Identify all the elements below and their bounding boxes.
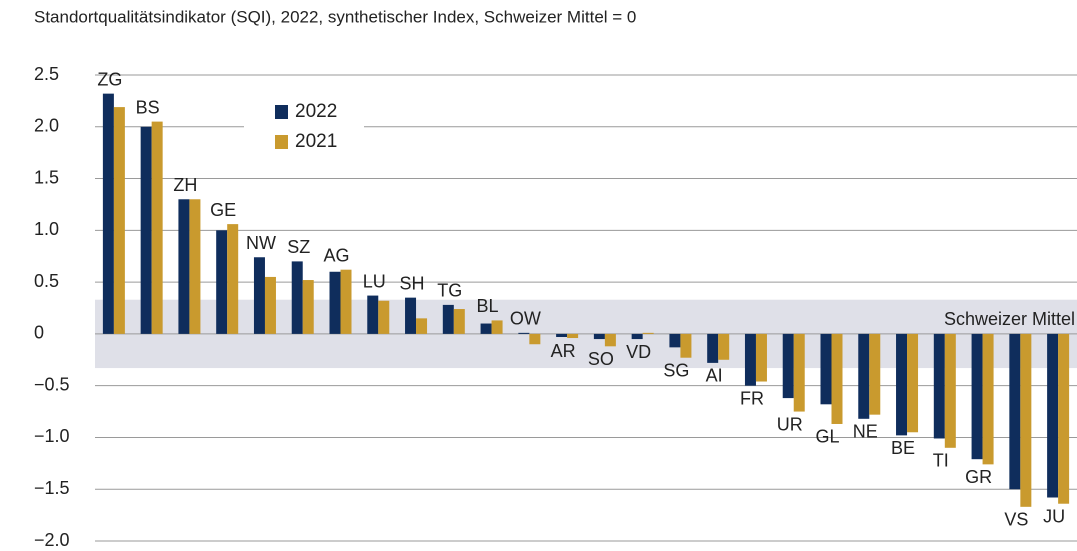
bar: [442, 304, 454, 334]
bar: [556, 333, 568, 337]
y-tick-label: −2.0: [34, 530, 70, 550]
category-label: SG: [663, 360, 689, 380]
category-label: FR: [740, 388, 764, 408]
bar: [831, 333, 843, 424]
bar: [907, 333, 919, 433]
bar: [151, 121, 163, 334]
bar: [669, 333, 681, 348]
bar: [933, 333, 945, 439]
bar: [140, 126, 152, 334]
bar: [1020, 333, 1032, 507]
bar: [518, 332, 530, 334]
bar: [302, 280, 314, 334]
mean-label: Schweizer Mittel: [944, 309, 1075, 329]
bar: [1058, 333, 1070, 504]
category-label: JU: [1043, 506, 1065, 526]
category-label: BE: [891, 438, 915, 458]
y-tick-label: 1.5: [34, 167, 59, 187]
category-label: GL: [815, 427, 839, 447]
bar: [782, 333, 794, 399]
bar: [113, 107, 125, 334]
category-label: UR: [777, 414, 803, 434]
bar: [604, 333, 616, 347]
legend-swatch: [275, 135, 288, 149]
category-label: VD: [626, 342, 651, 362]
bar: [480, 323, 492, 334]
category-label: BS: [136, 97, 160, 117]
category-label: NE: [853, 422, 878, 442]
bar: [329, 271, 341, 334]
bar: [744, 333, 756, 386]
bar: [178, 199, 190, 334]
y-tick-label: 1.0: [34, 219, 59, 239]
bar: [453, 309, 465, 334]
bar: [102, 93, 114, 334]
bar: [340, 269, 352, 334]
bar: [291, 261, 303, 334]
bar: [858, 333, 870, 419]
y-tick-label: −0.5: [34, 374, 70, 394]
y-tick-label: 2.5: [34, 64, 59, 84]
category-label: TG: [437, 281, 462, 301]
category-label: AR: [551, 341, 576, 361]
y-tick-label: 2.0: [34, 116, 59, 136]
category-label: ZG: [97, 69, 122, 89]
bar: [593, 333, 605, 340]
y-tick-label: −1.0: [34, 426, 70, 446]
category-label: LU: [363, 271, 386, 291]
bar: [405, 297, 417, 334]
bar: [755, 333, 767, 382]
bar: [896, 333, 908, 436]
category-label: SO: [588, 349, 614, 369]
bar: [1009, 333, 1021, 490]
chart-title: Standortqualitätsindikator (SQI), 2022, …: [34, 7, 636, 26]
bar: [264, 276, 276, 334]
bar: [944, 333, 956, 448]
category-label: VS: [1004, 510, 1028, 530]
y-tick-label: 0.5: [34, 271, 59, 291]
bar: [1047, 333, 1059, 498]
category-label: OW: [510, 309, 541, 329]
category-label: NW: [246, 233, 276, 253]
bar: [227, 224, 239, 334]
bar: [793, 333, 805, 412]
bar: [680, 333, 692, 358]
bar: [982, 333, 994, 465]
category-label: TI: [933, 451, 949, 471]
legend-label: 2022: [295, 101, 337, 122]
legend-swatch: [275, 105, 288, 119]
bar: [631, 333, 643, 340]
category-label: GE: [210, 200, 236, 220]
bar: [253, 257, 265, 334]
category-label: SZ: [287, 237, 310, 257]
bar: [707, 333, 719, 363]
legend-label: 2021: [295, 131, 337, 152]
bar: [642, 332, 654, 334]
category-label: BL: [477, 296, 499, 316]
bar: [416, 318, 428, 334]
bar: [189, 199, 201, 334]
bar: [216, 230, 228, 334]
bar: [367, 295, 379, 334]
y-tick-label: −1.5: [34, 478, 70, 498]
category-label: ZH: [173, 175, 197, 195]
category-label: SH: [400, 273, 425, 293]
category-label: AG: [323, 245, 349, 265]
bar: [971, 333, 983, 460]
bar: [491, 320, 503, 334]
bar: [718, 333, 730, 360]
category-label: AI: [706, 366, 723, 386]
y-tick-label: 0: [34, 323, 44, 343]
bar: [567, 333, 579, 339]
bar: [378, 300, 390, 334]
legend-bg: [244, 95, 364, 157]
bar: [529, 333, 541, 345]
bar: [820, 333, 832, 405]
category-label: GR: [965, 467, 992, 487]
bar: [869, 333, 881, 415]
